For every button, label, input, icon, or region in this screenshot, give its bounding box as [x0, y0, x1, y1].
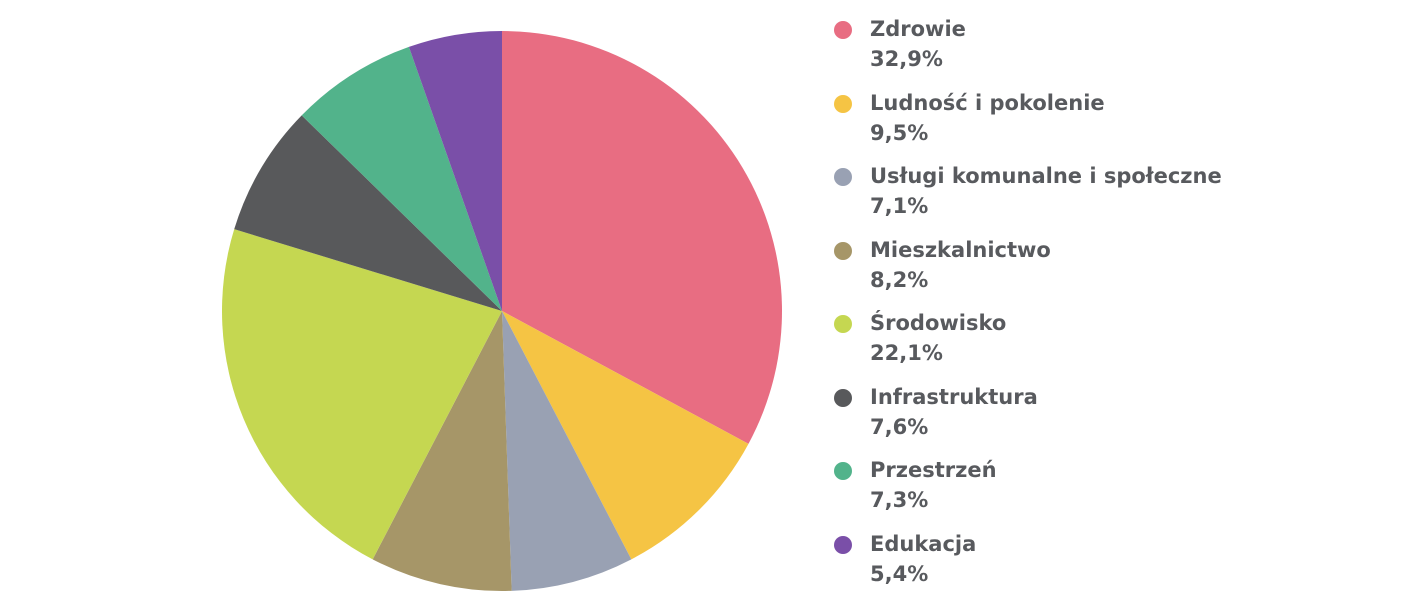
legend-value: 22,1% — [870, 341, 943, 365]
pie-chart — [221, 31, 782, 591]
legend-value: 7,1% — [870, 194, 929, 218]
pie-slice-6 — [301, 46, 502, 312]
pie-slice-3 — [372, 311, 512, 591]
legend-item: Przestrzeń 7,3% — [834, 455, 1394, 529]
legend-value: 5,4% — [870, 561, 929, 586]
legend: Zdrowie 32,9% Ludność i pokolenie 9,5% Usług… — [834, 14, 1394, 602]
legend-swatch — [834, 168, 852, 186]
legend-swatch — [834, 315, 852, 333]
legend-value: 7,3% — [870, 488, 929, 512]
legend-value: 9,5% — [870, 120, 929, 145]
legend-value: 32,9% — [870, 47, 943, 71]
legend-swatch — [834, 241, 852, 260]
legend-item: Usługi komunalne i społeczne 7,1% — [834, 161, 1394, 235]
legend-swatch — [834, 462, 852, 480]
legend-swatch — [834, 388, 852, 407]
legend-label: Edukacja — [870, 531, 977, 556]
legend-swatch — [834, 94, 852, 113]
pie-slice-0 — [502, 31, 782, 444]
legend-label: Mieszkalnictwo — [870, 237, 1051, 262]
legend-label: Usługi komunalne i społeczne — [870, 164, 1222, 188]
pie-slices — [221, 31, 782, 591]
legend-value: 8,2% — [870, 267, 929, 292]
legend-value: 7,6% — [870, 414, 929, 439]
legend-label: Przestrzeń — [870, 458, 997, 482]
legend-item: Zdrowie 32,9% — [834, 14, 1394, 88]
pie-slice-2 — [502, 311, 632, 591]
legend-label: Środowisko — [870, 311, 1007, 335]
legend-swatch — [834, 535, 852, 554]
legend-label: Ludność i pokolenie — [870, 90, 1105, 115]
legend-item: Infrastruktura 7,6% — [834, 382, 1394, 456]
legend-label: Infrastruktura — [870, 384, 1038, 409]
legend-item: Ludność i pokolenie 9,5% — [834, 88, 1394, 162]
pie-slice-7 — [408, 31, 502, 311]
legend-item: Edukacja 5,4% — [834, 529, 1394, 603]
legend-item: Mieszkalnictwo 8,2% — [834, 235, 1394, 309]
legend-label: Zdrowie — [870, 17, 966, 41]
pie-slice-4 — [221, 229, 502, 560]
pie-slice-5 — [234, 115, 502, 311]
legend-swatch — [834, 21, 852, 39]
legend-item: Środowisko 22,1% — [834, 308, 1394, 382]
pie-slice-1 — [502, 311, 749, 560]
